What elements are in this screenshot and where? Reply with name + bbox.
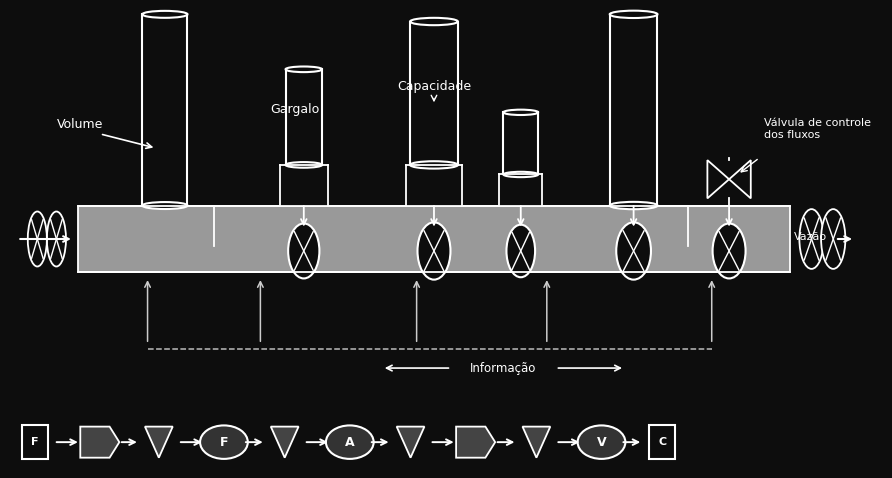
Ellipse shape bbox=[143, 11, 187, 18]
Ellipse shape bbox=[28, 211, 47, 267]
Polygon shape bbox=[729, 160, 751, 198]
Polygon shape bbox=[397, 427, 425, 458]
Ellipse shape bbox=[288, 224, 319, 278]
Text: C: C bbox=[658, 437, 666, 447]
Text: V: V bbox=[597, 435, 607, 449]
Bar bbox=[406, 165, 462, 206]
Bar bbox=[649, 425, 675, 459]
Ellipse shape bbox=[143, 202, 187, 209]
Ellipse shape bbox=[410, 18, 458, 25]
Ellipse shape bbox=[285, 66, 322, 72]
Bar bbox=[143, 14, 187, 206]
Polygon shape bbox=[707, 160, 729, 198]
Bar bbox=[610, 14, 657, 206]
Bar bbox=[21, 425, 48, 459]
Text: Informação: Informação bbox=[470, 361, 537, 375]
Ellipse shape bbox=[200, 425, 248, 459]
Text: Vazão: Vazão bbox=[794, 232, 827, 241]
Bar bbox=[500, 174, 542, 206]
Ellipse shape bbox=[417, 222, 450, 280]
Text: F: F bbox=[31, 437, 38, 447]
Ellipse shape bbox=[285, 162, 322, 168]
Bar bbox=[78, 206, 789, 272]
Text: Gargalo: Gargalo bbox=[270, 103, 319, 117]
Bar bbox=[280, 165, 327, 206]
Text: Volume: Volume bbox=[56, 118, 103, 131]
Ellipse shape bbox=[326, 425, 374, 459]
Ellipse shape bbox=[610, 11, 657, 18]
Ellipse shape bbox=[616, 222, 651, 280]
Polygon shape bbox=[145, 427, 173, 458]
Text: Válvula de controle
dos fluxos: Válvula de controle dos fluxos bbox=[764, 118, 871, 140]
Polygon shape bbox=[80, 427, 120, 458]
Ellipse shape bbox=[503, 109, 538, 115]
Ellipse shape bbox=[578, 425, 625, 459]
Ellipse shape bbox=[47, 211, 66, 267]
Ellipse shape bbox=[799, 209, 823, 269]
Text: A: A bbox=[345, 435, 355, 449]
Ellipse shape bbox=[610, 202, 657, 209]
Bar bbox=[503, 112, 538, 174]
Bar bbox=[285, 69, 322, 165]
Text: F: F bbox=[219, 435, 228, 449]
Ellipse shape bbox=[507, 225, 535, 277]
Ellipse shape bbox=[713, 224, 746, 278]
Polygon shape bbox=[523, 427, 550, 458]
Polygon shape bbox=[271, 427, 299, 458]
Ellipse shape bbox=[410, 161, 458, 169]
Bar bbox=[410, 22, 458, 165]
Polygon shape bbox=[456, 427, 495, 458]
Ellipse shape bbox=[503, 172, 538, 177]
Text: Capacidade: Capacidade bbox=[397, 79, 471, 93]
Ellipse shape bbox=[822, 209, 846, 269]
